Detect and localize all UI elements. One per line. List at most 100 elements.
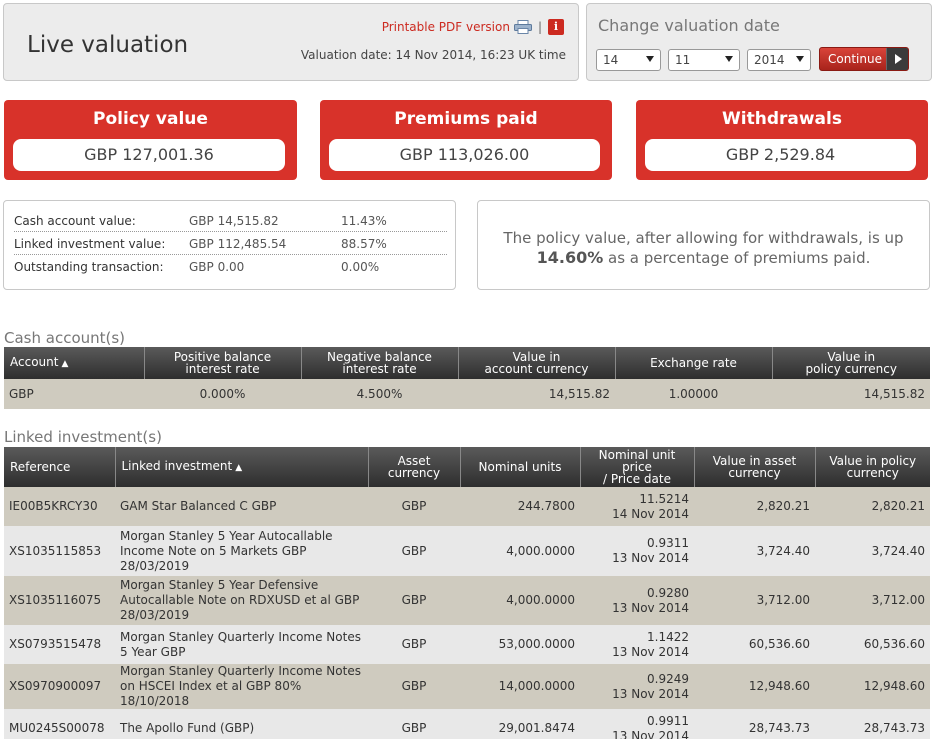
cell-value-policy: 60,536.60 [815, 625, 930, 664]
cell-value-asset: 2,820.21 [694, 487, 815, 526]
cell-unit-price: 0.9911 13 Nov 2014 [580, 709, 694, 739]
withdrawals-label: Withdrawals [722, 109, 842, 129]
cell-nominal-units: 29,001.8474 [460, 709, 580, 739]
change-date-title: Change valuation date [598, 16, 780, 35]
continue-button[interactable]: Continue [819, 47, 909, 71]
breakdown-row: Cash account value: GBP 14,515.82 11.43% [14, 209, 447, 232]
table-row: XS1035115853 Morgan Stanley 5 Year Autoca… [4, 526, 930, 576]
summary-line-1: The policy value, after allowing for wit… [503, 229, 904, 247]
chevron-down-icon [646, 56, 654, 62]
year-select[interactable]: 2014 [747, 49, 811, 71]
policy-value-box: Policy value GBP 127,001.36 [4, 100, 297, 180]
col-value-policy[interactable]: Value in policy currency [815, 447, 930, 487]
cell-reference: IE00B5KRCY30 [4, 487, 115, 526]
year-value: 2014 [754, 53, 785, 67]
cell-positive-rate: 0.000% [144, 379, 301, 409]
cell-nominal-units: 4,000.0000 [460, 576, 580, 625]
price-date: 13 Nov 2014 [612, 600, 689, 615]
unit-price: 0.9280 [647, 585, 689, 600]
breakdown-percent: 88.57% [341, 237, 387, 251]
breakdown-amount: GBP 14,515.82 [189, 214, 279, 228]
cell-unit-price: 0.9311 13 Nov 2014 [580, 526, 694, 576]
cell-value-policy: 2,820.21 [815, 487, 930, 526]
breakdown-amount: GBP 112,485.54 [189, 237, 287, 251]
breakdown-label: Linked investment value: [14, 237, 166, 251]
breakdown-label: Cash account value: [14, 214, 136, 228]
printable-pdf-link[interactable]: Printable PDF version [381, 20, 510, 34]
chevron-down-icon [725, 56, 733, 62]
cell-reference: XS1035116075 [4, 576, 115, 625]
table-header-row: Account ▲ Positive balance interest rate N… [4, 347, 930, 379]
col-nominal-units[interactable]: Nominal units [460, 447, 581, 487]
col-value-asset[interactable]: Value in asset currency [694, 447, 816, 487]
unit-price: 1.1422 [647, 629, 689, 644]
unit-price: 11.5214 [639, 491, 689, 506]
withdrawals-amount: GBP 2,529.84 [645, 139, 916, 171]
day-select[interactable]: 14 [596, 49, 661, 71]
cell-value-policy: 3,724.40 [815, 526, 930, 576]
cell-account: GBP [4, 379, 144, 409]
premiums-paid-amount: GBP 113,026.00 [329, 139, 600, 171]
cell-value-account: 14,515.82 [458, 379, 615, 409]
cell-value-asset: 3,724.40 [694, 526, 815, 576]
col-unit-price[interactable]: Nominal unit price / Price date [580, 447, 695, 487]
header-panel: Live valuation Printable PDF version | i… [3, 3, 579, 81]
page-title: Live valuation [27, 32, 189, 58]
withdrawals-box: Withdrawals GBP 2,529.84 [636, 100, 928, 180]
cell-value-asset: 3,712.00 [694, 576, 815, 625]
table-row: MU0245S00078 The Apollo Fund (GBP) GBP 29,0… [4, 709, 930, 739]
value-breakdown: Cash account value: GBP 14,515.82 11.43%… [3, 200, 456, 290]
valuation-date: Valuation date: 14 Nov 2014, 16:23 UK ti… [300, 48, 566, 62]
breakdown-label: Outstanding transaction: [14, 260, 164, 274]
col-account[interactable]: Account ▲ [4, 347, 145, 379]
summary-text-after: as a percentage of premiums paid. [608, 249, 871, 267]
cell-asset-currency: GBP [368, 487, 460, 526]
table-header-row: Reference Linked investment ▲ Asset curre… [4, 447, 930, 487]
cell-asset-currency: GBP [368, 625, 460, 664]
col-exchange-rate[interactable]: Exchange rate [615, 347, 773, 379]
cell-asset-currency: GBP [368, 664, 460, 709]
cell-asset-currency: GBP [368, 526, 460, 576]
cell-nominal-units: 244.7800 [460, 487, 580, 526]
cell-negative-rate: 4.500% [301, 379, 458, 409]
cell-value-policy: 14,515.82 [772, 379, 930, 409]
policy-value-amount: GBP 127,001.36 [13, 139, 285, 171]
table-row: XS0970900097 Morgan Stanley Quarterly Inc… [4, 664, 930, 709]
price-date: 13 Nov 2014 [612, 551, 689, 565]
cell-unit-price: 0.9249 13 Nov 2014 [580, 664, 694, 709]
table-row: GBP 0.000% 4.500% 14,515.82 1.00000 14,5… [4, 379, 930, 409]
cell-reference: XS0970900097 [4, 664, 115, 709]
month-select[interactable]: 11 [668, 49, 740, 71]
cell-linked-investment: Morgan Stanley Quarterly Income Notes on… [115, 664, 368, 709]
col-linked-investment[interactable]: Linked investment ▲ [115, 447, 369, 487]
col-reference[interactable]: Reference [4, 447, 116, 487]
play-arrow-icon [886, 48, 908, 70]
cell-unit-price: 1.1422 13 Nov 2014 [580, 625, 694, 664]
unit-price: 0.9311 [647, 536, 689, 550]
linked-investments-title: Linked investment(s) [4, 428, 162, 446]
col-value-account[interactable]: Value in account currency [458, 347, 616, 379]
info-icon[interactable]: i [548, 19, 564, 35]
printer-icon[interactable] [513, 20, 532, 34]
cell-value-policy: 12,948.60 [815, 664, 930, 709]
cell-reference: XS0793515478 [4, 625, 115, 664]
cell-nominal-units: 14,000.0000 [460, 664, 580, 709]
cell-linked-investment: Morgan Stanley 5 Year Defensive Autocall… [115, 576, 368, 625]
price-date: 13 Nov 2014 [612, 644, 689, 659]
cell-nominal-units: 4,000.0000 [460, 526, 580, 576]
pdf-row: Printable PDF version | i [382, 19, 564, 35]
col-asset-currency[interactable]: Asset currency [368, 447, 461, 487]
col-positive-rate[interactable]: Positive balance interest rate [144, 347, 302, 379]
growth-percent: 14.60% [536, 248, 604, 267]
unit-price: 0.9911 [647, 713, 689, 728]
unit-price: 0.9249 [647, 671, 689, 686]
cell-exchange-rate: 1.00000 [615, 379, 772, 409]
col-negative-rate[interactable]: Negative balance interest rate [301, 347, 459, 379]
price-date: 13 Nov 2014 [612, 728, 689, 739]
sort-asc-icon: ▲ [235, 463, 243, 473]
cell-reference: XS1035115853 [4, 526, 115, 576]
summary-line-2: 14.60% as a percentage of premiums paid. [478, 248, 929, 268]
chevron-down-icon [796, 56, 804, 62]
col-value-policy[interactable]: Value in policy currency [772, 347, 930, 379]
cell-unit-price: 11.5214 14 Nov 2014 [580, 487, 694, 526]
